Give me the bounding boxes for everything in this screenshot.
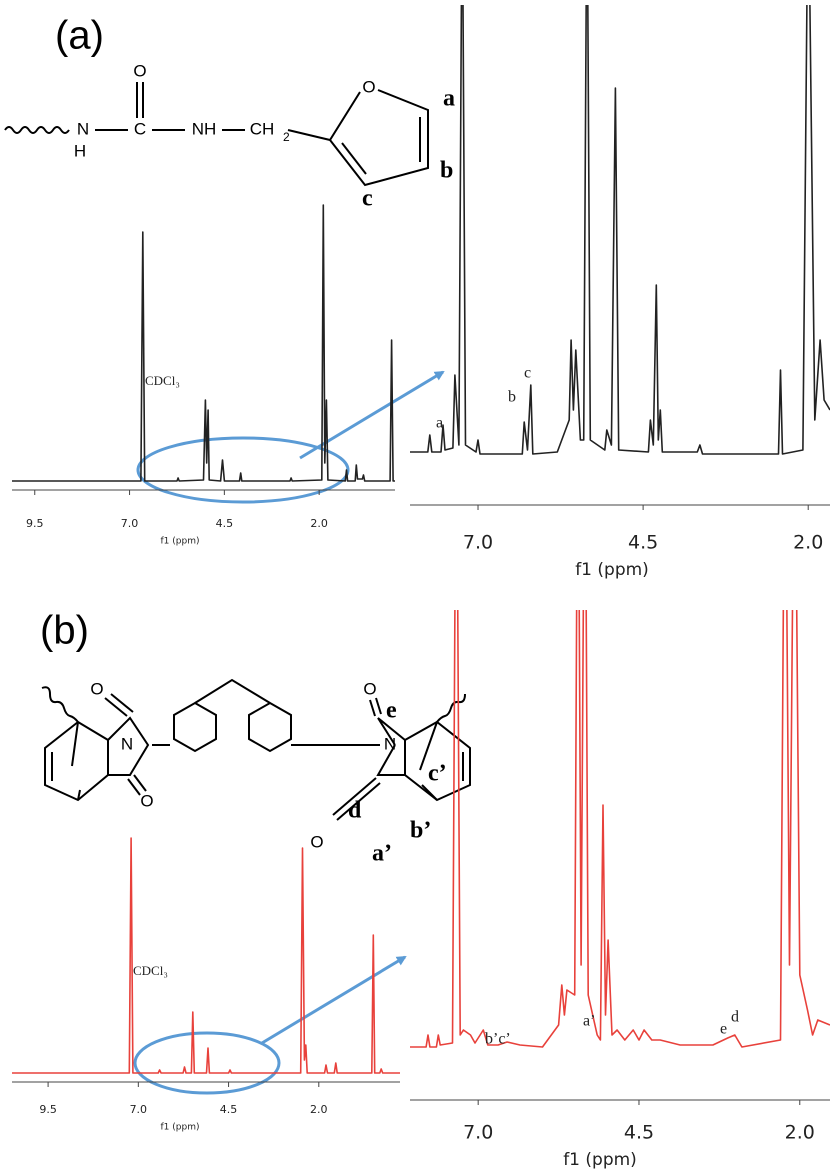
atom: O <box>310 832 323 851</box>
proton-label: b’ <box>410 818 431 844</box>
x-tick-label: 7.0 <box>463 1122 493 1144</box>
x-tick-label: 4.5 <box>216 517 234 530</box>
peak-annotation: b’c’ <box>485 1031 511 1048</box>
x-tick-label: 4.5 <box>624 1122 654 1144</box>
peak-annotation: a <box>436 415 443 432</box>
x-tick-label: 4.5 <box>220 1103 238 1116</box>
atom: O <box>140 791 153 810</box>
x-axis-label: f1 (ppm) <box>161 1123 200 1133</box>
atom: O <box>90 679 103 698</box>
atom: O <box>362 77 375 96</box>
x-tick-label: 4.5 <box>628 532 658 554</box>
atom: O <box>133 61 146 80</box>
x-tick-label: 7.0 <box>121 517 139 530</box>
x-tick-label: 7.0 <box>130 1103 148 1116</box>
structure-a: N H C O NH CH 2 O a b c <box>4 61 455 212</box>
spectrum-line <box>410 5 830 455</box>
x-axis-label: f1 (ppm) <box>563 1150 637 1170</box>
atom: C <box>134 119 146 138</box>
zoom-arrow <box>299 370 445 460</box>
spectrum-line <box>410 610 830 1048</box>
atom: CH <box>250 119 275 138</box>
peak-annotation: d <box>731 1009 739 1026</box>
x-tick-label: 2.0 <box>310 517 328 530</box>
peak-annotation: b <box>508 389 516 406</box>
x-axis-label: f1 (ppm) <box>161 537 200 547</box>
atom: O <box>363 679 376 698</box>
panel-label: (a) <box>55 14 104 58</box>
peak-annotation: CDCl₃ <box>145 373 180 388</box>
proton-label: b <box>440 158 453 184</box>
zoom-ellipse <box>133 1031 281 1095</box>
atom: N <box>77 119 89 138</box>
proton-label: d <box>348 798 362 824</box>
peak-annotation: CDCl₃ <box>133 963 168 978</box>
structure-b: O O N N O O e c’ d b’ a’ <box>41 678 471 867</box>
atom: N <box>121 734 133 753</box>
x-axis-label: f1 (ppm) <box>575 560 649 580</box>
atom: H <box>74 141 86 160</box>
peak-annotation: c <box>524 365 531 382</box>
atom: N <box>384 734 396 753</box>
zoom-ellipse <box>136 436 350 504</box>
x-tick-label: 9.5 <box>26 517 44 530</box>
spectrum-line <box>12 837 400 1074</box>
proton-label: c’ <box>428 761 447 787</box>
x-tick-label: 9.5 <box>39 1103 57 1116</box>
x-tick-label: 7.0 <box>463 532 493 554</box>
x-tick-label: 2.0 <box>310 1103 328 1116</box>
proton-label: a <box>443 86 455 112</box>
spectrum-line <box>12 204 395 482</box>
x-tick-label: 2.0 <box>785 1122 815 1144</box>
proton-label: e <box>386 698 397 724</box>
proton-label: c <box>362 186 373 212</box>
proton-label: a’ <box>372 841 392 867</box>
peak-annotation: a’ <box>583 1013 595 1030</box>
x-tick-label: 2.0 <box>793 532 823 554</box>
zoom-arrow <box>261 955 407 1045</box>
panel-label: (b) <box>40 609 89 653</box>
atom-subscript: 2 <box>283 130 290 144</box>
atom: NH <box>192 119 217 138</box>
peak-annotation: e <box>720 1021 727 1038</box>
